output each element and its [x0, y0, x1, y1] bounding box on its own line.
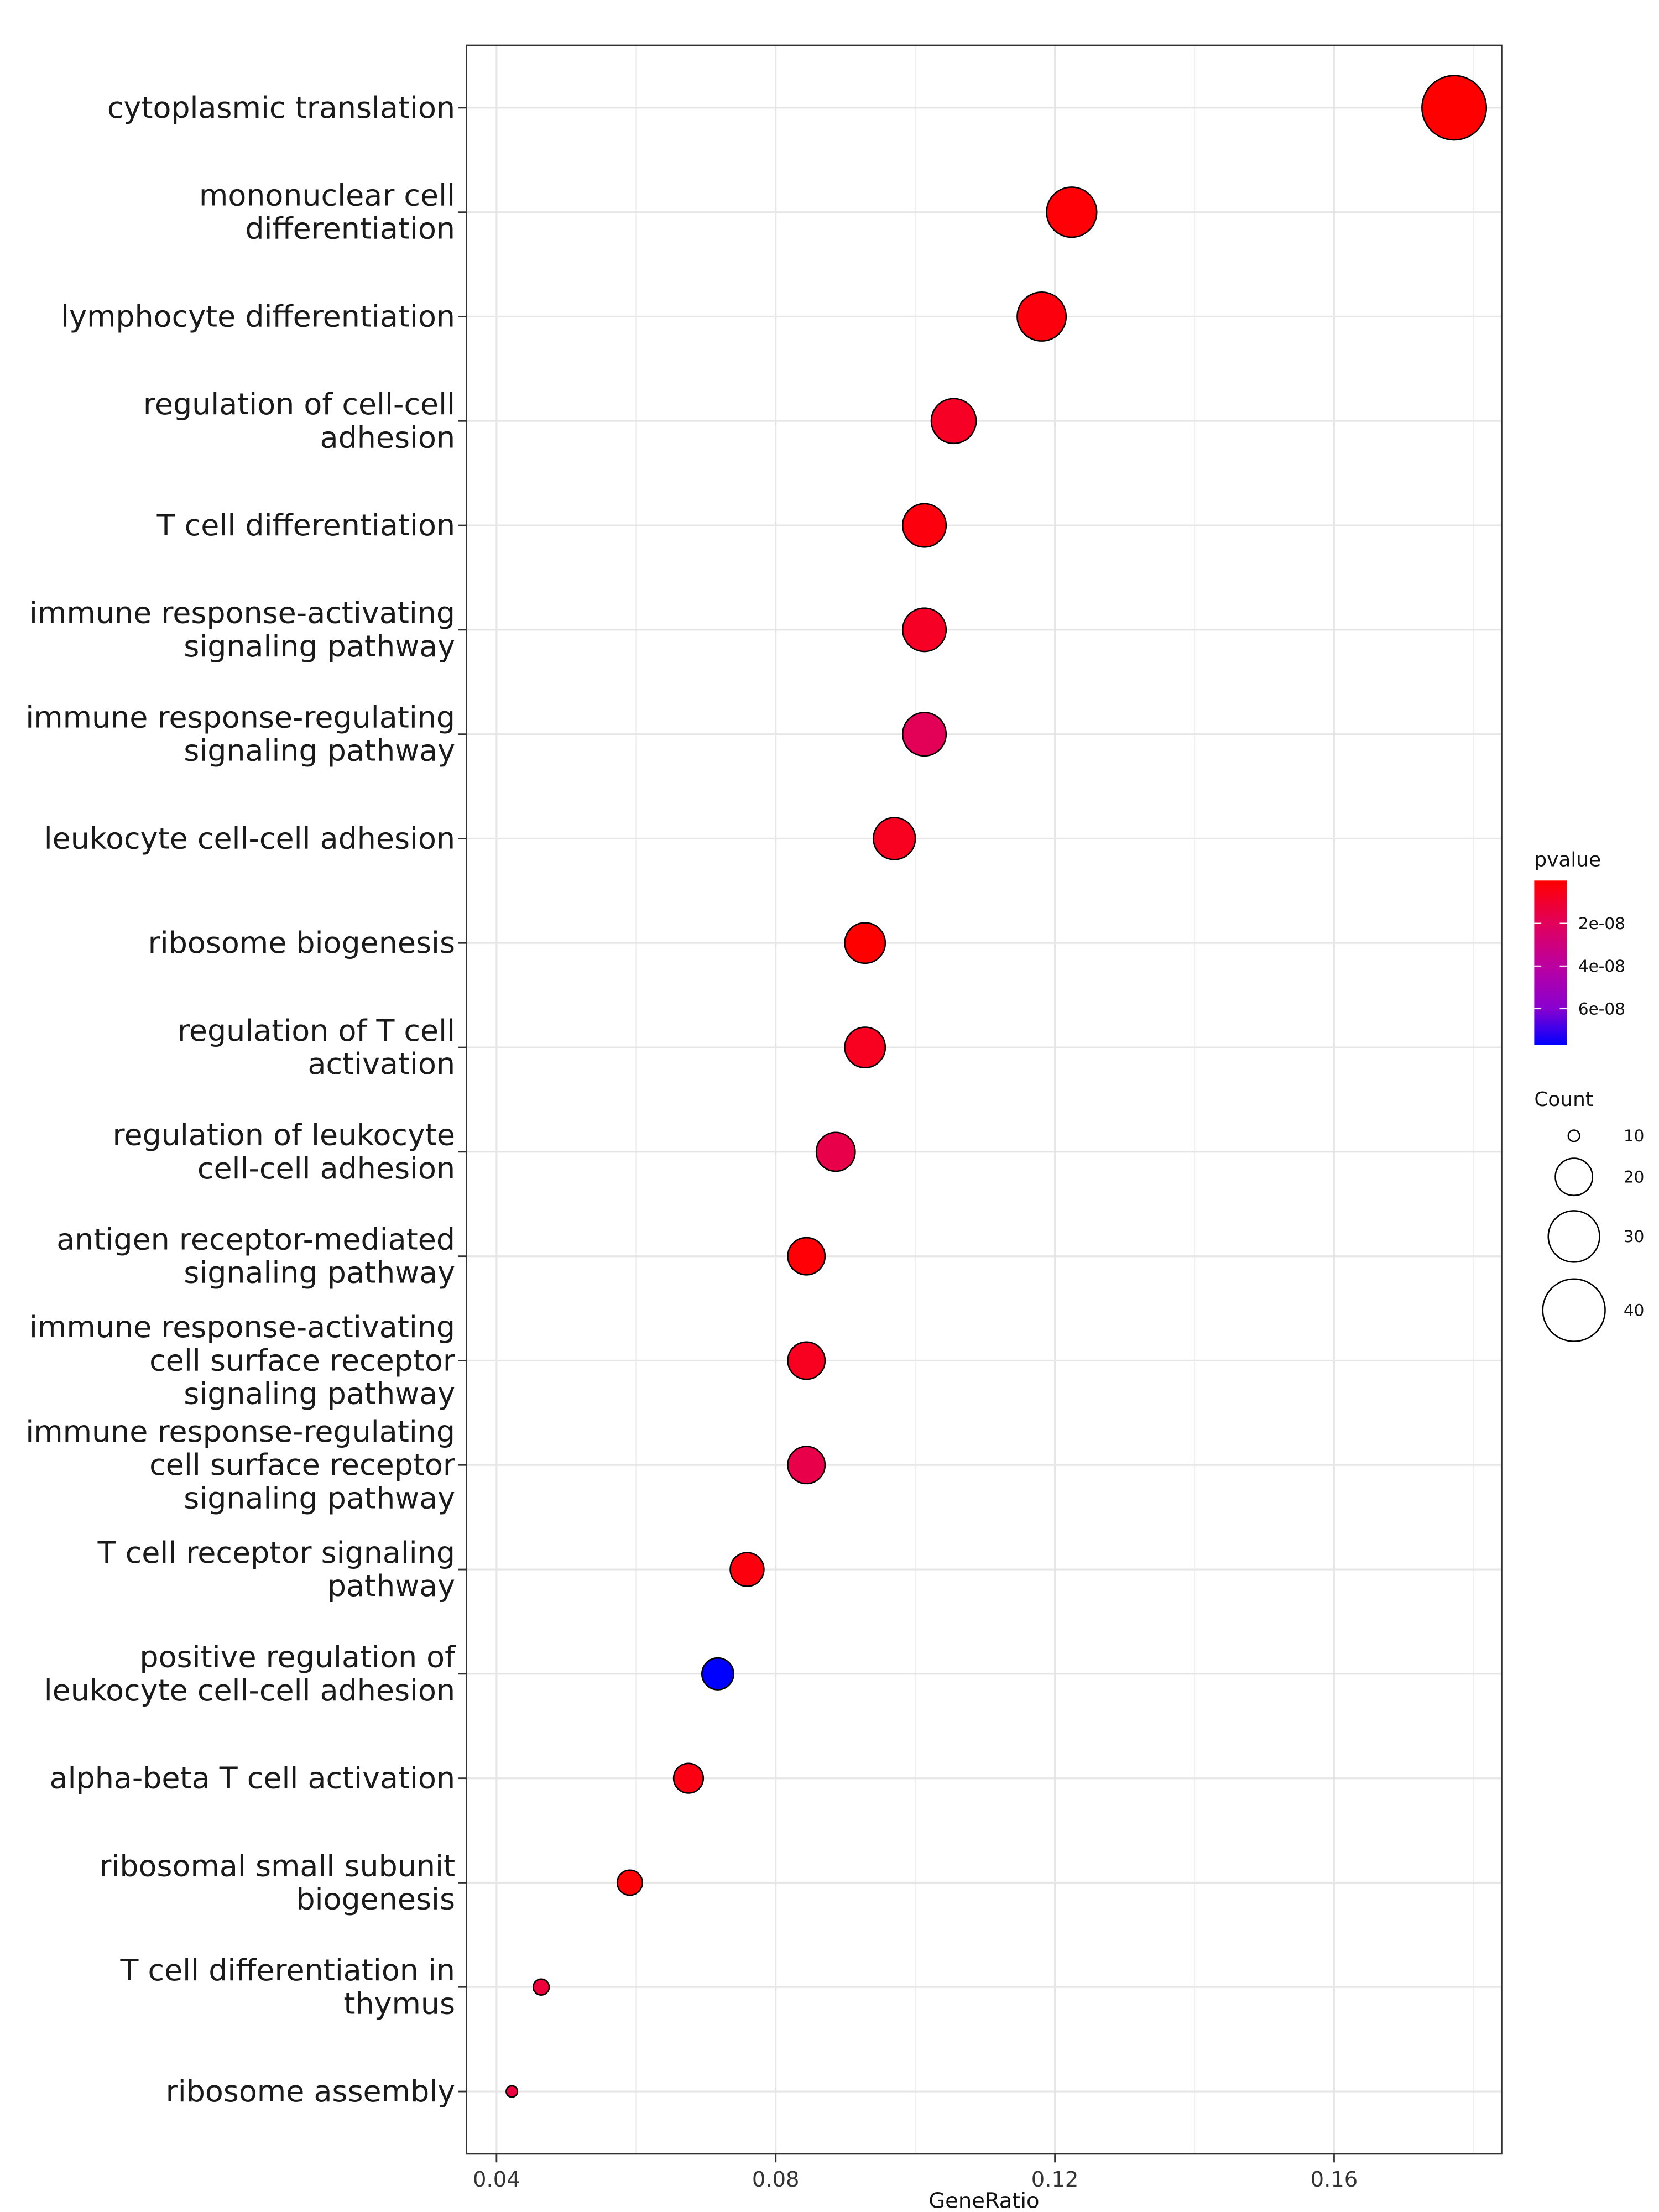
x-tick-label: 0.04: [473, 2167, 520, 2192]
data-point: [902, 712, 947, 757]
y-tick-label: positive regulation of leukocyte cell-cel…: [44, 1640, 456, 1708]
data-point: [930, 398, 977, 445]
data-point: [787, 1446, 826, 1485]
y-tick-label: lymphocyte differentiation: [61, 299, 455, 333]
y-tick-label: ribosome assembly: [166, 2074, 455, 2109]
colorbar-tick-label: 4e-08: [1578, 957, 1625, 975]
x-tick-label: 0.16: [1311, 2167, 1358, 2192]
y-tick-label: immune response-regulating signaling path…: [25, 700, 455, 768]
y-tick-label: T cell receptor signaling pathway: [97, 1535, 455, 1603]
y-tick-label: immune response-regulating cell surface r…: [25, 1414, 456, 1516]
colorbar-tick-label: 6e-08: [1578, 999, 1625, 1018]
size-legend-label: 30: [1624, 1227, 1645, 1246]
y-tick-label: mononuclear cell differentiation: [199, 178, 455, 246]
data-point: [729, 1552, 765, 1587]
y-tick-label: alpha-beta T cell activation: [50, 1761, 455, 1796]
x-axis: 0.04 0.08 0.12 0.16: [473, 2153, 1358, 2192]
y-tick-label: T cell differentiation in thymus: [119, 1953, 455, 2021]
data-point: [787, 1237, 826, 1276]
data-point: [701, 1657, 734, 1691]
data-point: [616, 1869, 643, 1896]
pvalue-legend: pvalue 2e-08 4e-08 6e-08: [1534, 849, 1625, 1045]
points: [505, 75, 1488, 2098]
data-point: [844, 922, 886, 964]
data-point: [844, 1026, 886, 1068]
size-legend-label: 10: [1624, 1126, 1645, 1145]
size-legend-key: [1547, 1210, 1600, 1263]
data-point: [787, 1341, 826, 1380]
y-tick-label: cytoplasmic translation: [107, 90, 455, 125]
data-point: [1046, 186, 1098, 238]
data-point: [1016, 291, 1067, 342]
y-tick-label: T cell differentiation: [156, 508, 455, 542]
y-tick-label: regulation of T cell activation: [178, 1013, 455, 1081]
x-tick-label: 0.12: [1031, 2167, 1079, 2192]
plot-panel-border: [466, 44, 1503, 2155]
x-tick-label: 0.08: [752, 2167, 800, 2192]
data-point: [532, 1978, 550, 1996]
count-legend: Count 10 20 30 40: [1534, 1088, 1644, 1342]
pvalue-legend-title: pvalue: [1534, 849, 1601, 872]
y-axis: cytoplasmic translation mononuclear cell d…: [25, 90, 467, 2109]
y-tick-label: ribosome biogenesis: [148, 925, 455, 960]
y-tick-label: immune response-activating signaling path…: [29, 596, 455, 664]
size-legend-key: [1567, 1129, 1580, 1142]
colorbar-tick-label: 2e-08: [1578, 914, 1625, 933]
size-legend-label: 40: [1624, 1301, 1645, 1319]
y-tick-label: leukocyte cell-cell adhesion: [44, 821, 455, 855]
x-axis-title: GeneRatio: [928, 2188, 1039, 2212]
y-tick-label: regulation of leukocyte cell-cell adhesio…: [113, 1118, 456, 1186]
pvalue-colorbar: [1534, 880, 1567, 1045]
data-point: [672, 1762, 705, 1794]
data-point: [1421, 75, 1488, 141]
size-legend-key: [1542, 1278, 1606, 1342]
y-tick-label: antigen receptor-mediated signaling pathw…: [56, 1222, 455, 1290]
data-point: [873, 817, 916, 860]
y-tick-label: ribosomal small subunit biogenesis: [99, 1848, 455, 1916]
grid: [466, 45, 1502, 2154]
size-legend-label: 20: [1624, 1167, 1645, 1186]
y-tick-label: regulation of cell-cell adhesion: [143, 387, 455, 455]
y-tick-label: immune response-activating cell surface r…: [29, 1310, 456, 1411]
data-point: [815, 1131, 856, 1172]
data-point: [902, 503, 947, 548]
size-legend-key: [1554, 1157, 1594, 1197]
data-point: [505, 2085, 519, 2098]
data-point: [902, 607, 947, 653]
count-legend-title: Count: [1534, 1088, 1593, 1111]
